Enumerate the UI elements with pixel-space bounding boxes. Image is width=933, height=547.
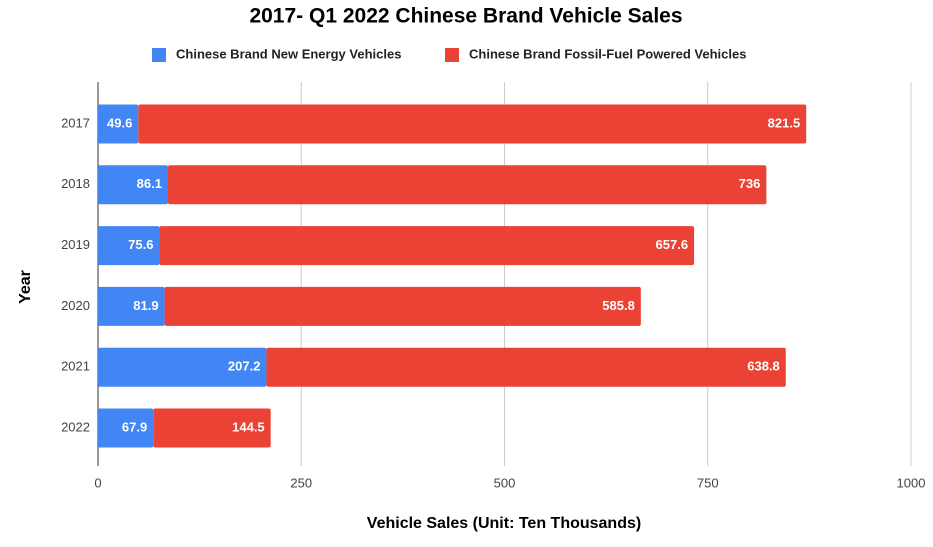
y-tick-label: 2020	[61, 298, 90, 313]
x-tick-label: 750	[697, 475, 719, 490]
x-tick-label: 500	[494, 475, 516, 490]
value-label: 86.1	[137, 176, 162, 191]
value-label: 736	[739, 176, 761, 191]
legend-label: Chinese Brand Fossil-Fuel Powered Vehicl…	[469, 46, 746, 61]
value-label: 638.8	[747, 359, 780, 374]
y-tick-label: 2019	[61, 237, 90, 252]
value-label: 67.9	[122, 419, 147, 434]
y-tick-label: 2021	[61, 359, 90, 374]
y-tick-label: 2018	[61, 176, 90, 191]
bar-segment	[138, 104, 807, 144]
value-label: 144.5	[232, 419, 265, 434]
bar-segment	[164, 286, 641, 326]
value-label: 821.5	[768, 115, 801, 130]
bar-segment	[159, 226, 695, 266]
value-label: 75.6	[128, 237, 153, 252]
bar-segment	[98, 408, 154, 448]
bar-segment	[98, 226, 160, 266]
x-tick-label: 1000	[897, 475, 926, 490]
bar-segment	[98, 165, 168, 205]
bar-segment	[98, 347, 267, 387]
value-label: 207.2	[228, 359, 261, 374]
value-label: 49.6	[107, 115, 132, 130]
value-label: 585.8	[602, 298, 635, 313]
legend-label: Chinese Brand New Energy Vehicles	[176, 46, 401, 61]
y-tick-label: 2017	[61, 115, 90, 130]
value-label: 81.9	[133, 298, 158, 313]
bar-segment	[153, 408, 271, 448]
legend-swatch	[445, 48, 459, 62]
bar-segment	[266, 347, 786, 387]
x-tick-label: 0	[94, 475, 101, 490]
chart-title: 2017- Q1 2022 Chinese Brand Vehicle Sale…	[249, 5, 682, 28]
x-tick-label: 250	[290, 475, 312, 490]
legend-swatch	[152, 48, 166, 62]
bar-segment	[167, 165, 767, 205]
y-tick-label: 2022	[61, 419, 90, 434]
y-axis-title: Year	[17, 270, 34, 304]
bar-segment	[98, 104, 139, 144]
bar-segment	[98, 286, 165, 326]
value-label: 657.6	[656, 237, 689, 252]
x-axis-title: Vehicle Sales (Unit: Ten Thousands)	[367, 515, 641, 532]
